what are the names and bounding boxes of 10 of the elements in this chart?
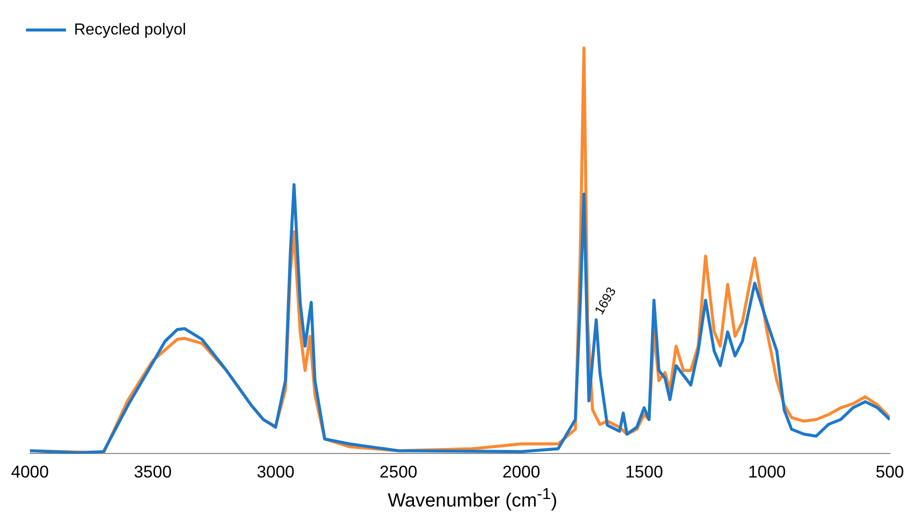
x-tick-label: 3500 bbox=[134, 462, 172, 482]
x-axis-title: Wavenumber (cm$^{-1}$) bbox=[386, 486, 558, 512]
x-tick-label: 500 bbox=[876, 462, 904, 482]
x-tick-label: 3000 bbox=[256, 462, 295, 482]
x-tick-label: 2500 bbox=[380, 462, 418, 482]
legend-label: Recycled polyol bbox=[74, 21, 186, 38]
x-tick-label: 4000 bbox=[10, 462, 49, 482]
x-tick-label: 1500 bbox=[625, 462, 664, 482]
x-tick-label: 1000 bbox=[748, 462, 786, 482]
x-tick-label: 2000 bbox=[502, 462, 540, 482]
